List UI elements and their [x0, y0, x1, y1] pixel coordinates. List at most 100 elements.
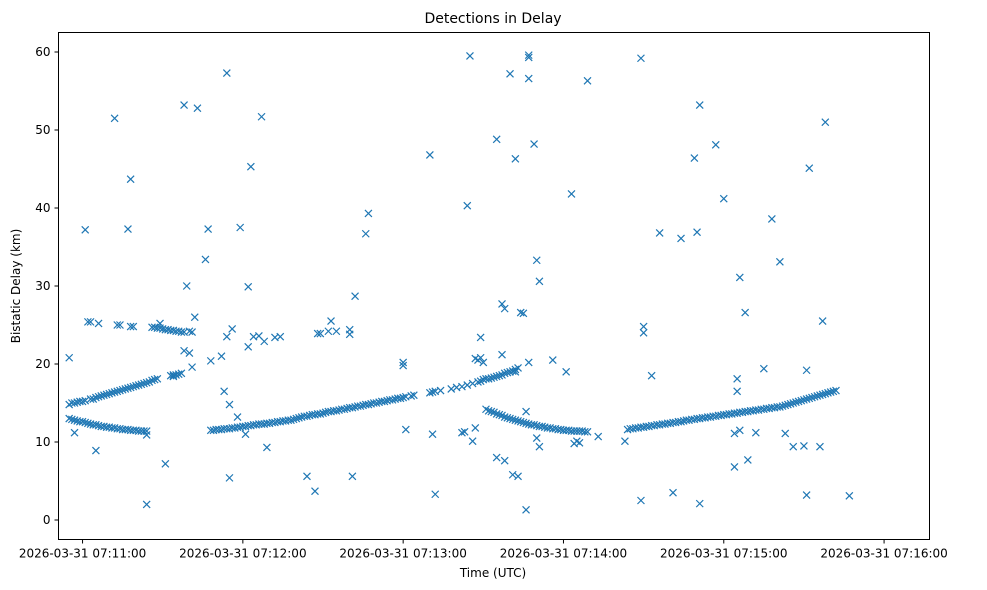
y-tick-label: 0: [43, 513, 51, 527]
data-point: [148, 376, 156, 385]
data-point: [535, 277, 544, 286]
data-point: [241, 430, 250, 439]
data-point: [222, 332, 231, 341]
data-point: [620, 437, 629, 446]
data-point: [332, 406, 341, 415]
data-point: [142, 378, 151, 387]
data-point: [287, 416, 295, 425]
data-point: [182, 282, 191, 290]
data-point: [639, 328, 648, 337]
data-point: [498, 300, 506, 308]
data-point: [503, 368, 512, 377]
data-point: [228, 324, 237, 333]
data-point: [789, 399, 798, 407]
data-point: [511, 367, 520, 376]
data-point: [522, 505, 530, 514]
data-point: [775, 257, 784, 266]
data-point: [647, 371, 656, 380]
data-point: [690, 154, 699, 163]
data-point: [468, 379, 477, 388]
data-point: [108, 388, 116, 397]
data-point: [70, 399, 79, 407]
data-point: [741, 308, 750, 317]
data-point: [257, 112, 266, 121]
data-point: [519, 309, 528, 318]
data-point: [500, 369, 509, 378]
data-point: [262, 443, 271, 452]
data-point: [781, 429, 790, 438]
data-point: [492, 135, 501, 144]
data-point: [425, 151, 434, 159]
data-point: [508, 415, 517, 424]
data-point: [524, 51, 533, 60]
data-point: [185, 349, 194, 358]
data-point: [94, 319, 103, 328]
data-point: [495, 410, 504, 419]
data-point: [316, 409, 325, 418]
data-point: [134, 381, 143, 389]
data-point: [818, 317, 827, 326]
data-point: [126, 383, 135, 392]
data-point: [524, 53, 533, 62]
data-point: [789, 442, 798, 451]
data-point: [711, 140, 720, 149]
data-point: [260, 337, 269, 346]
data-point: [204, 225, 213, 233]
data-point: [303, 412, 311, 421]
data-point: [348, 403, 357, 412]
data-point: [351, 292, 359, 301]
x-axis-label: Time (UTC): [459, 566, 526, 580]
data-point: [83, 317, 92, 326]
y-tick-label: 30: [35, 279, 50, 293]
data-point: [431, 490, 440, 499]
data-point: [562, 367, 571, 376]
data-point: [516, 417, 525, 426]
data-point: [460, 427, 469, 436]
data-point: [124, 384, 132, 393]
data-point: [669, 488, 677, 497]
data-point: [364, 209, 373, 218]
data-point: [233, 413, 242, 421]
data-point: [425, 388, 434, 397]
data-point: [733, 374, 742, 383]
data-point: [129, 382, 138, 391]
data-point: [767, 214, 776, 223]
data-point: [492, 409, 501, 418]
data-point: [222, 69, 231, 77]
data-point: [535, 442, 544, 451]
data-point: [583, 76, 592, 85]
data-point: [759, 364, 768, 373]
data-point: [399, 358, 408, 367]
data-point: [733, 387, 742, 396]
data-point: [677, 234, 685, 243]
data-point: [516, 308, 525, 317]
data-point: [276, 332, 285, 341]
data-point: [193, 104, 202, 113]
data-point: [818, 390, 827, 399]
y-tick-label: 40: [35, 201, 50, 215]
data-point: [319, 409, 327, 418]
data-point: [816, 442, 824, 451]
data-point: [137, 380, 146, 389]
data-point: [743, 456, 752, 464]
data-point: [810, 392, 819, 401]
y-tick-label: 20: [35, 357, 50, 371]
data-point: [177, 369, 186, 378]
data-point: [532, 256, 541, 265]
data-point: [142, 500, 151, 509]
data-point: [816, 391, 824, 400]
data-point: [81, 418, 90, 427]
data-point: [447, 385, 456, 393]
data-point: [730, 463, 739, 471]
data-point: [845, 491, 854, 500]
x-tick-label: 2026-03-31 07:15:00: [660, 547, 787, 561]
data-point: [511, 416, 520, 425]
data-point: [794, 397, 803, 406]
data-point: [800, 395, 808, 404]
data-point: [637, 54, 645, 63]
data-point: [177, 328, 186, 336]
data-point: [140, 427, 148, 436]
data-point: [225, 473, 234, 482]
data-point: [514, 363, 522, 372]
